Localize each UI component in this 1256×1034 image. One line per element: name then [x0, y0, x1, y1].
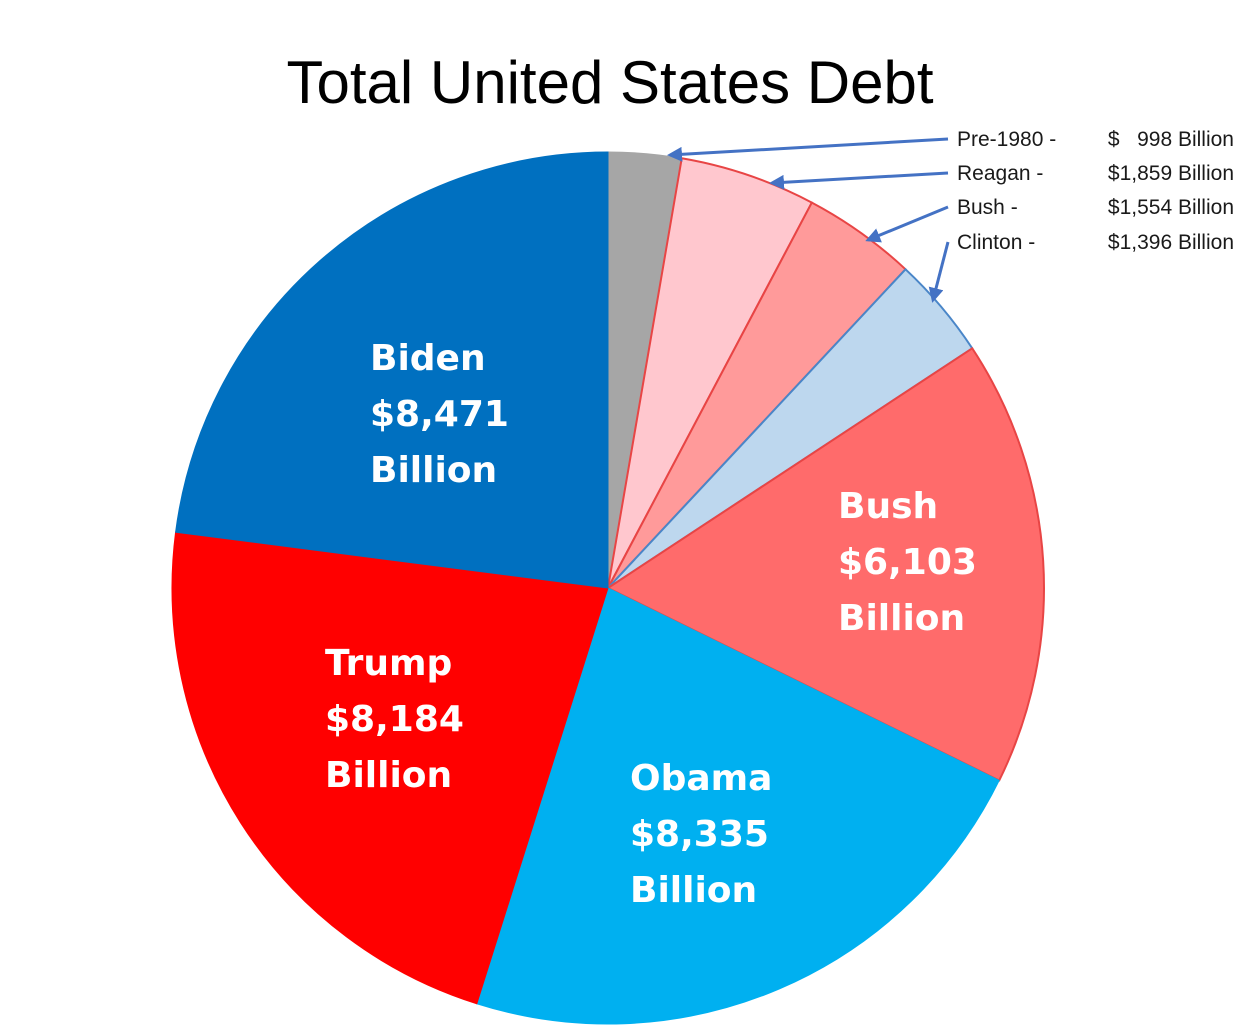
- callout-arrow-reagan-1: [769, 171, 949, 190]
- callout-arrow-pre-1980-0: [667, 137, 949, 162]
- chart-title: Total United States Debt: [286, 49, 933, 116]
- slice-label-bush-line-1: $6,103: [838, 542, 977, 583]
- callout-amount-pre-1980-0: $ 998 Billion: [1108, 128, 1234, 151]
- slice-label-biden-line-1: $8,471: [370, 394, 509, 435]
- slice-label-biden-line-0: Biden: [370, 338, 486, 379]
- callout-name-pre-1980-0: Pre-1980 -: [957, 128, 1056, 151]
- slice-label-obama-line-2: Billion: [630, 870, 757, 911]
- pie-slice-biden-7: [175, 151, 609, 589]
- callout-arrow-bush-2: [865, 205, 949, 243]
- callout-labels: Pre-1980 - $ 998 Billion Reagan - $1,859 Bi…: [667, 128, 1234, 303]
- slice-label-trump-line-0: Trump: [325, 643, 452, 684]
- pie-slice-trump-6: [171, 531, 609, 1005]
- slice-label-obama-line-0: Obama: [630, 758, 772, 799]
- pie-slice-obama-5: [476, 587, 1000, 1025]
- callout-name-bush-2: Bush -: [957, 196, 1018, 219]
- slice-label-trump-line-1: $8,184: [325, 699, 464, 740]
- callout-amount-clinton-3: $1,396 Billion: [1108, 231, 1234, 254]
- callout-name-clinton-3: Clinton -: [957, 231, 1035, 254]
- slice-label-biden-line-2: Billion: [370, 450, 497, 491]
- pie-slice-bush-4: [605, 346, 1045, 782]
- slice-label-trump-line-2: Billion: [325, 755, 452, 796]
- callout-amount-bush-2: $1,554 Billion: [1108, 196, 1234, 219]
- pie-slices: [171, 151, 1045, 1025]
- slice-label-obama-line-1: $8,335: [630, 814, 769, 855]
- callout-arrow-clinton-3: [928, 241, 950, 303]
- callout-amount-reagan-1: $1,859 Billion: [1108, 162, 1234, 185]
- slice-labels: Bush $6,103 Billion Obama $8,335 Billion Trump…: [325, 338, 977, 911]
- slice-label-bush-line-2: Billion: [838, 598, 965, 639]
- callout-name-reagan-1: Reagan -: [957, 162, 1043, 185]
- slice-label-bush-line-0: Bush: [838, 486, 938, 527]
